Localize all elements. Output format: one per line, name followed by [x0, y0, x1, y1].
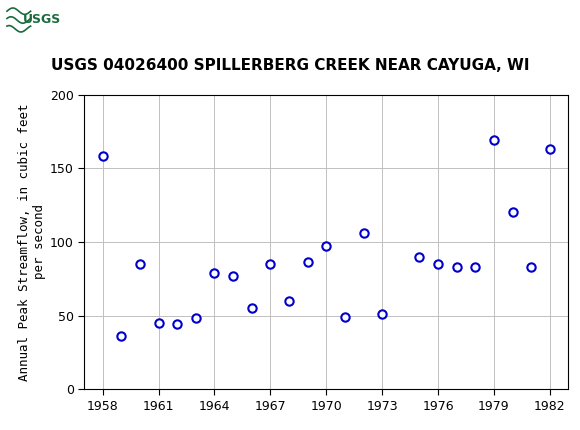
Bar — [6, 3, 61, 37]
Text: USGS 04026400 SPILLERBERG CREEK NEAR CAYUGA, WI: USGS 04026400 SPILLERBERG CREEK NEAR CAY… — [51, 58, 529, 73]
Text: USGS: USGS — [23, 13, 61, 27]
Y-axis label: Annual Peak Streamflow, in cubic feet
per second: Annual Peak Streamflow, in cubic feet pe… — [17, 103, 46, 381]
